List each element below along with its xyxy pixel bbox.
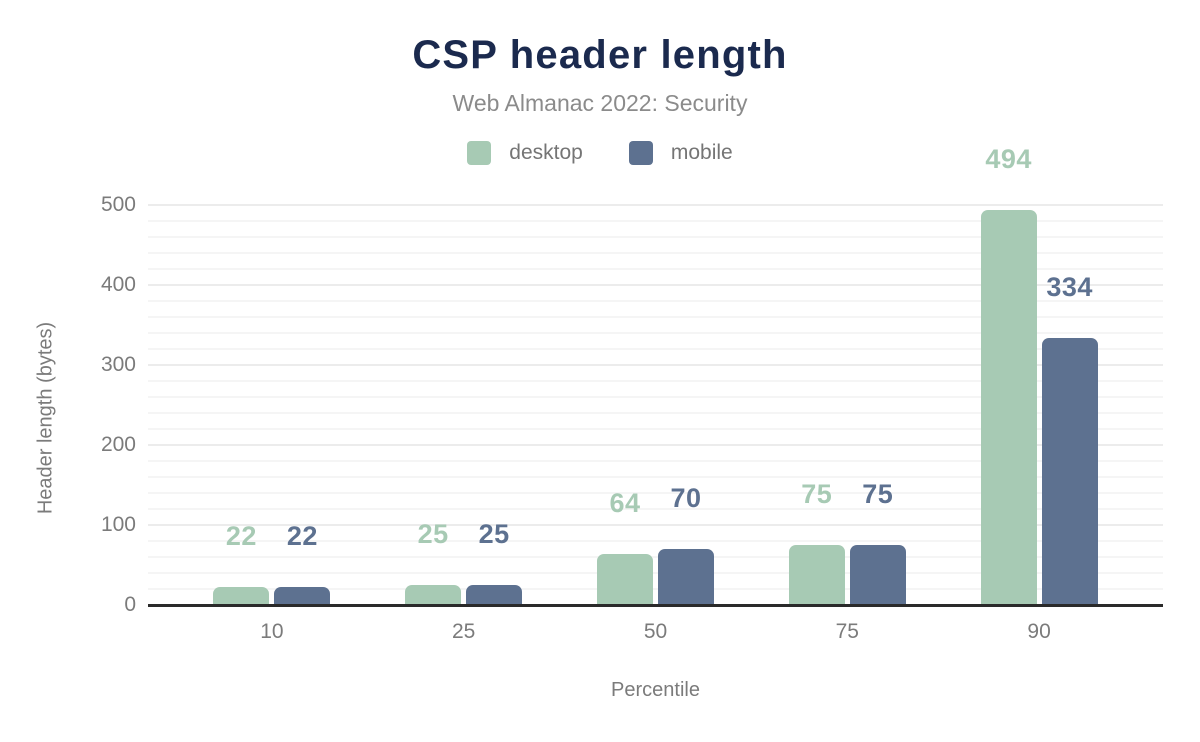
minor-gridline xyxy=(148,572,1163,574)
bar-mobile xyxy=(274,587,331,605)
minor-gridline xyxy=(148,428,1163,430)
bar-desktop xyxy=(597,553,653,605)
minor-gridline xyxy=(148,556,1163,558)
plot-area: 0 100 200 300 400 500 22 22 10 25 25 25 64 70 50 75 75 75… xyxy=(101,144,1163,643)
bar-mobile xyxy=(658,549,714,605)
minor-gridline xyxy=(148,508,1163,510)
y-tick-label: 0 xyxy=(124,593,136,616)
data-label-mobile: 75 xyxy=(862,479,894,509)
bar-desktop xyxy=(405,585,462,605)
bar-mobile xyxy=(466,585,523,605)
minor-gridline xyxy=(148,412,1163,414)
legend-item-desktop: desktop xyxy=(467,141,583,165)
x-tick-label: 90 xyxy=(1027,620,1051,643)
bar-desktop xyxy=(980,209,1037,605)
y-tick-label: 200 xyxy=(100,433,136,456)
bar-mobile xyxy=(849,545,906,605)
minor-gridline xyxy=(148,588,1163,590)
data-label-desktop: 25 xyxy=(417,519,449,549)
minor-gridline xyxy=(148,220,1163,222)
minor-gridline xyxy=(148,316,1163,318)
bar-mobile xyxy=(1041,337,1098,605)
major-gridline xyxy=(148,284,1163,286)
data-label-desktop: 75 xyxy=(801,479,833,509)
legend-label: desktop xyxy=(509,141,583,164)
minor-gridline xyxy=(148,300,1163,302)
major-gridline xyxy=(148,524,1163,526)
data-label-desktop: 494 xyxy=(985,143,1032,174)
legend-label: mobile xyxy=(670,141,733,164)
legend: desktop mobile xyxy=(0,141,1200,165)
data-label-mobile: 334 xyxy=(1046,271,1093,302)
major-gridline xyxy=(148,444,1163,446)
legend-item-mobile: mobile xyxy=(628,141,733,165)
minor-gridline xyxy=(148,380,1163,382)
bar-desktop xyxy=(788,545,845,605)
minor-gridline xyxy=(148,540,1163,542)
minor-gridline xyxy=(148,476,1163,478)
minor-gridline xyxy=(148,396,1163,398)
major-gridline xyxy=(148,204,1163,206)
data-label-desktop: 22 xyxy=(225,521,257,552)
bar-desktop xyxy=(213,587,270,605)
minor-gridline xyxy=(148,332,1163,334)
minor-gridline xyxy=(148,492,1163,494)
y-axis-title: Header length (bytes) xyxy=(34,321,57,515)
chart-subtitle: Web Almanac 2022: Security xyxy=(452,90,748,116)
y-tick-label: 500 xyxy=(100,193,136,216)
chart-title: CSP header length xyxy=(412,33,788,77)
major-gridline xyxy=(148,364,1163,366)
x-tick-label: 10 xyxy=(260,620,284,643)
minor-gridline xyxy=(148,252,1163,254)
minor-gridline xyxy=(148,268,1163,270)
x-tick-label: 75 xyxy=(835,620,859,643)
x-axis-title: Percentile xyxy=(611,679,700,701)
y-tick-label: 300 xyxy=(100,353,136,376)
x-tick-label: 25 xyxy=(452,620,476,643)
data-label-mobile: 25 xyxy=(478,519,510,549)
y-tick-label: 100 xyxy=(100,513,136,536)
y-tick-label: 400 xyxy=(100,273,136,296)
minor-gridline xyxy=(148,236,1163,238)
data-label-mobile: 70 xyxy=(670,483,702,513)
legend-swatch-mobile xyxy=(628,141,653,165)
minor-gridline xyxy=(148,460,1163,462)
x-axis-line xyxy=(148,604,1163,607)
data-label-desktop: 64 xyxy=(609,487,641,518)
data-label-mobile: 22 xyxy=(286,521,318,552)
minor-gridline xyxy=(148,348,1163,350)
x-tick-label: 50 xyxy=(643,620,668,643)
legend-swatch-desktop xyxy=(467,141,492,165)
